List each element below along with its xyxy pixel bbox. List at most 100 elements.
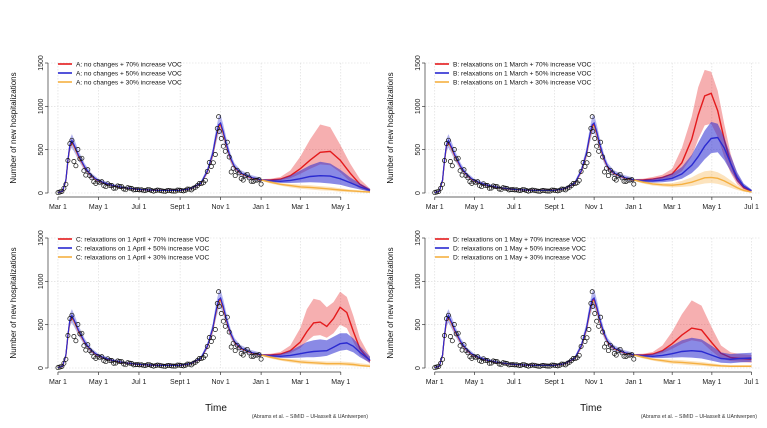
observed-point	[236, 170, 242, 176]
observed-point	[483, 182, 488, 188]
observed-point	[226, 329, 232, 335]
observed-point	[451, 147, 457, 152]
observed-point	[445, 312, 451, 318]
observed-point	[455, 155, 461, 161]
observed-point	[254, 352, 260, 358]
band-red	[633, 69, 752, 193]
observed-point	[434, 189, 440, 195]
observed-point	[202, 177, 208, 183]
observed-point	[594, 143, 600, 149]
observed-point	[465, 175, 471, 181]
series-line-orange	[633, 176, 752, 193]
observed-point	[475, 179, 481, 185]
x-tick-label: Jan 1	[253, 204, 270, 211]
observed-point	[99, 179, 105, 185]
observed-point	[465, 350, 471, 356]
observed-point	[596, 323, 602, 329]
x-tick-label: Jan 1	[253, 379, 270, 386]
observed-point	[230, 165, 236, 171]
observed-point	[589, 289, 595, 295]
observed-point	[226, 154, 232, 160]
x-tick-label: Mar 1	[291, 379, 309, 386]
observed-point	[605, 348, 611, 354]
observed-point	[445, 137, 451, 143]
legend-label: B: relaxations on 1 March + 30% increase…	[453, 79, 592, 86]
legend-label: D: relaxations on 1 May + 50% increase V…	[453, 245, 586, 252]
x-axis-title-left: Time	[205, 403, 227, 414]
observed-point	[590, 303, 596, 309]
observed-point	[127, 360, 133, 366]
observed-point	[627, 177, 633, 183]
observed-point	[240, 177, 246, 183]
observed-point	[85, 167, 91, 173]
panel-b: 0 500 1000 1500 Mar 1 May 1 Jul 1 Sept 1 Nov 1 Ja…	[386, 55, 760, 211]
observed-point	[216, 114, 222, 120]
observed-point	[75, 147, 81, 152]
x-tick-label: Mar 1	[663, 379, 681, 386]
fitted-band	[434, 289, 634, 368]
observed-point	[584, 160, 590, 166]
legend-label: B: relaxations on 1 March + 70% increase…	[453, 61, 592, 68]
fitted-line-blue	[57, 121, 262, 194]
observed-point	[584, 335, 590, 341]
fitted-line-blue	[434, 296, 634, 369]
fitted-band	[58, 289, 262, 368]
y-tick-label: 500	[38, 319, 45, 331]
legend-label: C: relaxations on 1 April + 70% increase…	[76, 236, 209, 243]
observed-point	[224, 314, 230, 320]
observed-point	[629, 177, 635, 183]
observed-point	[586, 152, 592, 157]
observed-point	[602, 169, 607, 175]
observed-point	[107, 182, 113, 188]
x-tick-label: Nov 1	[211, 204, 229, 211]
y-tick-label: 0	[38, 191, 45, 195]
observed-point	[486, 360, 492, 366]
observed-point	[578, 168, 584, 174]
x-tick-label: May 1	[702, 379, 721, 386]
observed-point	[228, 344, 234, 350]
observed-point	[453, 331, 459, 337]
observed-point	[555, 363, 561, 369]
series-line-orange	[260, 354, 371, 367]
observed-point	[631, 181, 637, 187]
legend-label: A: no changes + 30% increase VOC	[76, 79, 182, 86]
observed-point	[442, 158, 447, 163]
observed-point	[79, 155, 85, 161]
observed-point	[438, 360, 444, 366]
observed-point	[582, 339, 588, 344]
observed-point	[576, 177, 582, 183]
band-red	[261, 124, 370, 192]
observed-point	[492, 359, 498, 364]
x-tick-label: Sept 1	[544, 204, 564, 211]
observed-point	[180, 188, 186, 194]
observed-point	[483, 357, 488, 363]
legend-label: C: relaxations on 1 April + 30% increase…	[76, 254, 209, 261]
observed-point	[604, 165, 609, 171]
observed-point	[578, 343, 584, 349]
observed-point	[77, 156, 83, 162]
citation-right: (Abrams et al. − SIMID − UHasselt & UAnt…	[641, 414, 757, 420]
x-tick-label: Jul 1	[132, 204, 147, 211]
x-tick-label: May 1	[465, 204, 484, 211]
observed-point	[258, 181, 264, 187]
observed-point	[216, 289, 222, 295]
y-tick-label: 1500	[415, 55, 422, 71]
observed-point	[453, 156, 459, 162]
observed-point	[609, 345, 615, 351]
observed-point	[555, 188, 561, 194]
panel-d: 0 500 1000 1500 Mar 1 May 1 Jul 1 Sept 1 Nov 1 Ja…	[386, 230, 760, 386]
x-tick-label: Mar 1	[426, 379, 444, 386]
x-tick-label: Sept 1	[170, 379, 190, 386]
x-tick-label: May 1	[331, 204, 350, 211]
observed-point	[609, 170, 615, 176]
observed-point	[228, 169, 234, 175]
observed-point	[210, 335, 216, 341]
observed-point	[71, 159, 77, 164]
legend-label: C: relaxations on 1 April + 50% increase…	[76, 245, 209, 252]
observed-point	[99, 354, 105, 360]
observed-point	[440, 181, 446, 187]
x-tick-label: Mar 1	[49, 379, 67, 386]
observed-point	[77, 331, 83, 337]
observed-point	[63, 181, 69, 187]
